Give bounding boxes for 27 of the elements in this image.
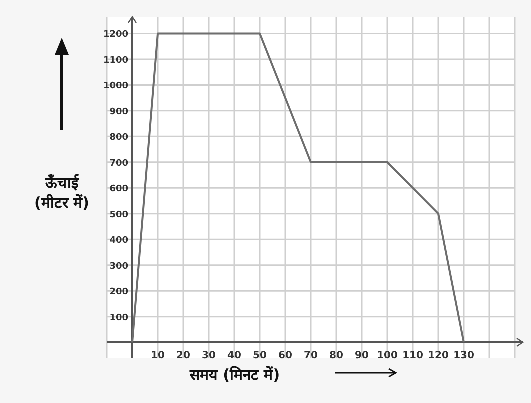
x-tick-label: 10	[151, 350, 165, 362]
y-tick-label: 1100	[103, 56, 128, 66]
x-tick-label: 90	[355, 350, 369, 362]
y-tick-label: 400	[110, 236, 128, 246]
x-tick-label: 70	[304, 350, 318, 362]
y-tick-label: 300	[110, 262, 128, 272]
x-axis-title: समय (मिनट में)	[188, 366, 280, 384]
y-tick-label: 700	[110, 158, 128, 169]
x-tick-label: 110	[402, 350, 424, 362]
x-tick-label: 120	[428, 350, 449, 362]
x-tick-label: 130	[454, 350, 474, 362]
x-tick-label: 50	[253, 350, 267, 362]
y-tick-label: 1200	[103, 30, 128, 40]
y-tick-label: 600	[110, 184, 128, 195]
x-tick-label: 30	[202, 350, 216, 362]
x-tick-label: 40	[228, 350, 242, 362]
y-tick-label: 900	[110, 107, 128, 118]
y-tick-label: 1000	[103, 82, 128, 92]
x-tick-label: 80	[330, 350, 344, 362]
y-tick-label: 100	[110, 313, 128, 324]
y-tick-label: 500	[110, 210, 128, 220]
y-tick-label: 200	[110, 288, 128, 298]
y-axis-title: ऊँचाई (मीटर में)	[34, 174, 90, 212]
x-tick-label: 100	[377, 350, 398, 362]
x-tick-label: 20	[176, 350, 190, 362]
y-tick-label: 800	[110, 133, 128, 144]
x-tick-label: 60	[278, 350, 292, 362]
